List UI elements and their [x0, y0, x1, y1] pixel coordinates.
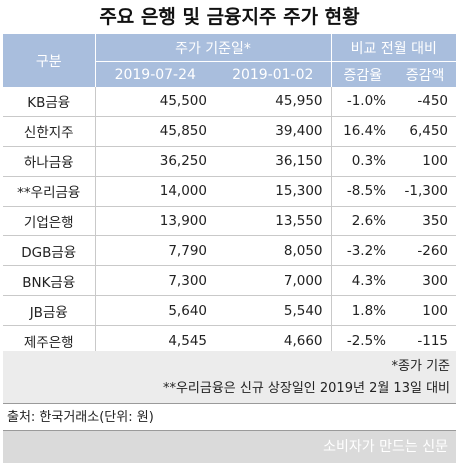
row-price-date2: 5,540 — [215, 295, 332, 327]
row-price-date2: 7,000 — [215, 265, 332, 297]
row-price-date1: 7,300 — [95, 265, 215, 297]
row-amount: -260 — [394, 235, 457, 267]
row-price-date1: 45,500 — [95, 87, 215, 117]
row-rate: -8.5% — [330, 176, 395, 207]
row-rate: 4.3% — [330, 265, 395, 297]
row-rate: 1.8% — [330, 295, 395, 327]
row-name: 신한지주 — [3, 116, 96, 147]
row-rate: -2.5% — [330, 325, 395, 357]
header-price-group: 주가 기준일* — [95, 34, 332, 62]
footnotes: *종가 기준 **우리금융은 신규 상장일인 2019년 2월 13일 대비 — [3, 351, 456, 403]
stock-price-table: 구분 주가 기준일* 비교 전월 대비 2019-07-24 2019-01-0… — [3, 34, 457, 357]
table-header: 구분 주가 기준일* 비교 전월 대비 2019-07-24 2019-01-0… — [3, 34, 457, 87]
table-row: DGB금융 7,790 8,050 -3.2% -260 — [3, 235, 457, 267]
row-amount: 350 — [394, 206, 457, 237]
page-title: 주요 은행 및 금융지주 주가 현황 — [99, 6, 360, 28]
row-amount: -1,300 — [394, 176, 457, 207]
table-row: BNK금융 7,300 7,000 4.3% 300 — [3, 265, 457, 297]
row-price-date1: 14,000 — [95, 176, 215, 207]
header-rate: 증감율 — [330, 61, 395, 87]
table-row: 제주은행 4,545 4,660 -2.5% -115 — [3, 325, 457, 357]
row-name: 기업은행 — [3, 206, 96, 237]
row-amount: 6,450 — [394, 116, 457, 147]
row-rate: -1.0% — [330, 87, 395, 117]
row-price-date2: 39,400 — [215, 116, 332, 147]
row-name: KB금융 — [3, 87, 96, 117]
table-row: 신한지주 45,850 39,400 16.4% 6,450 — [3, 116, 457, 147]
row-amount: -115 — [394, 325, 457, 357]
row-price-date1: 45,850 — [95, 116, 215, 147]
row-name: DGB금융 — [3, 235, 96, 267]
row-price-date2: 36,150 — [215, 146, 332, 177]
row-price-date1: 7,790 — [95, 235, 215, 267]
row-rate: 16.4% — [330, 116, 395, 147]
row-name: 하나금융 — [3, 146, 96, 177]
row-rate: 0.3% — [330, 146, 395, 177]
header-category: 구분 — [3, 34, 96, 87]
header-compare-group: 비교 전월 대비 — [330, 34, 457, 62]
row-name: JB금융 — [3, 295, 96, 327]
row-price-date2: 13,550 — [215, 206, 332, 237]
row-price-date1: 13,900 — [95, 206, 215, 237]
table-row: **우리금융 14,000 15,300 -8.5% -1,300 — [3, 176, 457, 207]
row-rate: -3.2% — [330, 235, 395, 267]
table-row: 기업은행 13,900 13,550 2.6% 350 — [3, 206, 457, 237]
row-name: **우리금융 — [3, 176, 96, 207]
footnote-closing-price: *종가 기준 — [391, 359, 450, 374]
header-amount: 증감액 — [394, 61, 457, 87]
row-price-date2: 4,660 — [215, 325, 332, 357]
row-name: 제주은행 — [3, 325, 96, 357]
row-rate: 2.6% — [330, 206, 395, 237]
row-amount: 100 — [394, 146, 457, 177]
row-amount: 100 — [394, 295, 457, 327]
header-date2: 2019-01-02 — [215, 61, 332, 87]
header-date1: 2019-07-24 — [95, 61, 215, 87]
row-price-date1: 36,250 — [95, 146, 215, 177]
publisher-slogan: 소비자가 만드는 신문 — [3, 431, 456, 463]
row-price-date1: 5,640 — [95, 295, 215, 327]
table-row: 하나금융 36,250 36,150 0.3% 100 — [3, 146, 457, 177]
source-line: 출처: 한국거래소(단위: 원) — [3, 403, 456, 431]
table-row: KB금융 45,500 45,950 -1.0% -450 — [3, 87, 457, 117]
row-price-date2: 15,300 — [215, 176, 332, 207]
row-amount: -450 — [394, 87, 457, 117]
row-amount: 300 — [394, 265, 457, 297]
table-row: JB금융 5,640 5,540 1.8% 100 — [3, 295, 457, 327]
row-price-date2: 8,050 — [215, 235, 332, 267]
footnote-woori-listing: **우리금융은 신규 상장일인 2019년 2월 13일 대비 — [162, 381, 450, 396]
row-name: BNK금융 — [3, 265, 96, 297]
row-price-date2: 45,950 — [215, 87, 332, 117]
